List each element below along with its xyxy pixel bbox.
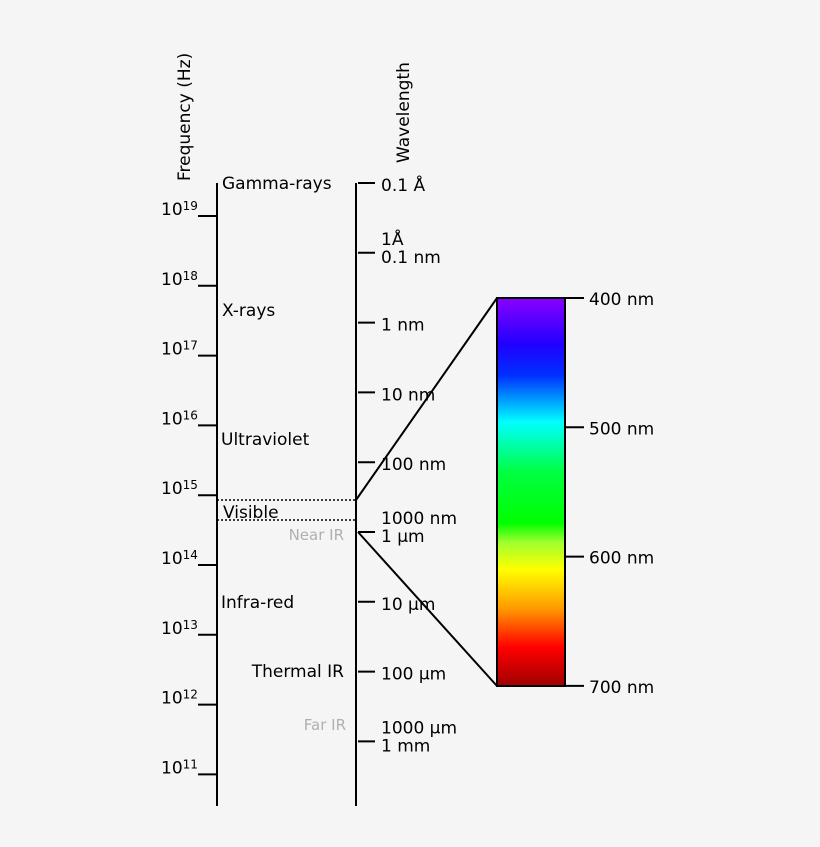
wavelength-label: 100 µm bbox=[381, 665, 446, 685]
frequency-exponent: 13 bbox=[183, 618, 198, 632]
frequency-label: 1017 bbox=[161, 339, 198, 360]
wavelength-label: 1 nm bbox=[381, 316, 425, 336]
band-label: Near IR bbox=[289, 526, 344, 544]
wavelength-label: 100 nm bbox=[381, 455, 446, 475]
frequency-label: 1016 bbox=[161, 408, 198, 429]
frequency-base: 10 bbox=[161, 479, 183, 499]
frequency-exponent: 12 bbox=[183, 688, 198, 702]
band-label: Gamma-rays bbox=[222, 174, 332, 194]
wavelength-label: 1000 nm bbox=[381, 509, 457, 529]
frequency-exponent: 15 bbox=[183, 478, 198, 492]
frequency-axis-title: Frequency (Hz) bbox=[175, 53, 195, 181]
spectrum-label: 400 nm bbox=[589, 290, 654, 310]
frequency-exponent: 17 bbox=[183, 339, 198, 353]
frequency-label: 1013 bbox=[161, 618, 198, 639]
frequency-base: 10 bbox=[161, 549, 183, 569]
frequency-label: 1011 bbox=[161, 757, 198, 778]
frequency-exponent: 19 bbox=[183, 199, 198, 213]
visible-spectrum bbox=[496, 297, 566, 687]
frequency-base: 10 bbox=[161, 270, 183, 290]
band-label: Visible bbox=[223, 503, 279, 523]
frequency-exponent: 11 bbox=[183, 757, 198, 771]
frequency-label: 1012 bbox=[161, 688, 198, 709]
spectrum-label: 600 nm bbox=[589, 549, 654, 569]
band-label: Far IR bbox=[304, 716, 346, 734]
frequency-label: 1019 bbox=[161, 199, 198, 220]
band-label: X-rays bbox=[222, 301, 275, 321]
wavelength-label: 1 mm bbox=[381, 736, 430, 756]
band-label: Infra-red bbox=[221, 593, 294, 613]
frequency-label: 1014 bbox=[161, 548, 198, 569]
scales: 1019101810171016101510141013101210110.1 … bbox=[161, 174, 654, 778]
band-label: Ultraviolet bbox=[221, 430, 310, 450]
wavelength-axis-title: Wavelength bbox=[394, 62, 414, 163]
frequency-base: 10 bbox=[161, 689, 183, 709]
spectrum-label: 500 nm bbox=[589, 419, 654, 439]
wavelength-label: 1Å bbox=[381, 228, 404, 250]
frequency-base: 10 bbox=[161, 340, 183, 360]
band-label: Thermal IR bbox=[251, 662, 344, 682]
frequency-base: 10 bbox=[161, 758, 183, 778]
wavelength-label: 0.1 Å bbox=[381, 174, 425, 196]
wavelength-label: 0.1 nm bbox=[381, 248, 441, 268]
wavelength-label: 10 nm bbox=[381, 385, 435, 405]
frequency-base: 10 bbox=[161, 200, 183, 220]
spectrum-label: 700 nm bbox=[589, 678, 654, 698]
frequency-label: 1015 bbox=[161, 478, 198, 499]
frequency-base: 10 bbox=[161, 409, 183, 429]
wavelength-label: 1000 µm bbox=[381, 718, 457, 738]
zoom-line bbox=[357, 531, 498, 687]
frequency-exponent: 16 bbox=[183, 408, 198, 422]
frequency-exponent: 14 bbox=[183, 548, 198, 562]
wavelength-label: 1 µm bbox=[381, 527, 425, 547]
frequency-exponent: 18 bbox=[183, 269, 198, 283]
frequency-label: 1018 bbox=[161, 269, 198, 290]
wavelength-label: 10 µm bbox=[381, 595, 435, 615]
zoom-line bbox=[355, 297, 498, 501]
frequency-base: 10 bbox=[161, 619, 183, 639]
